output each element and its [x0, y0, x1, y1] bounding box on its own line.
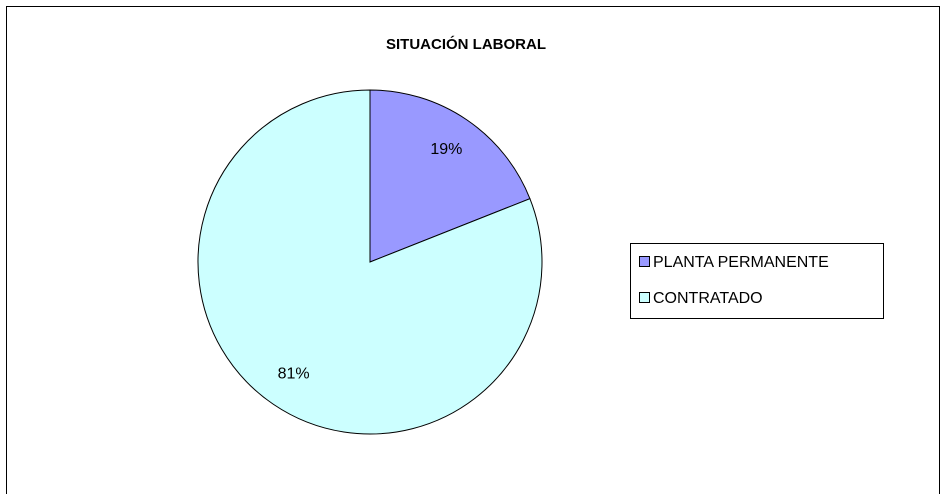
chart-title: SITUACIÓN LABORAL [386, 35, 546, 53]
pie-slice [197, 89, 543, 435]
legend-label: CONTRATADO [653, 290, 763, 307]
legend-label: PLANTA PERMANENTE [653, 254, 829, 271]
data-label: 19% [430, 141, 462, 158]
legend [630, 243, 884, 319]
legend-marker [639, 292, 650, 303]
data-label: 81% [278, 366, 310, 383]
legend-marker [639, 256, 650, 267]
pie-slice [369, 89, 531, 263]
